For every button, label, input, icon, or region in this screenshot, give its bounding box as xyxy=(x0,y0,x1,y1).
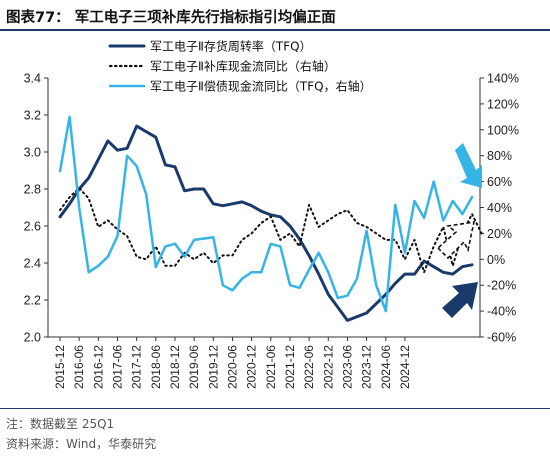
left-tick-label: 2.8 xyxy=(24,183,41,197)
annotation-arrow-navy xyxy=(442,282,478,318)
left-tick-label: 2.0 xyxy=(24,331,41,345)
x-tick-label: 2017-06 xyxy=(110,345,124,389)
right-tick-label: -40% xyxy=(487,305,516,319)
chart-note: 注：数据截至 25Q1 xyxy=(6,417,115,431)
x-tick-label: 2015-12 xyxy=(53,345,67,389)
x-tick-label: 2024-06 xyxy=(379,345,393,389)
bottom-rule xyxy=(0,408,550,409)
x-tick-label: 2020-12 xyxy=(245,345,259,389)
right-tick-label: 80% xyxy=(487,149,512,163)
legend-label-3: 军工电子Ⅱ偿债现金流同比（TFQ，右轴） xyxy=(150,79,372,94)
x-tick-label: 2023-06 xyxy=(340,345,354,389)
chart-source: 资料来源：Wind，华泰研究 xyxy=(6,437,157,451)
right-tick-label: -20% xyxy=(487,279,516,293)
left-tick-label: 2.4 xyxy=(24,257,41,271)
legend-label-2: 军工电子Ⅱ补库现金流同比（右轴） xyxy=(150,59,336,74)
x-tick-label: 2024-12 xyxy=(398,345,412,389)
right-tick-label: 140% xyxy=(487,72,519,86)
chart-axes: 2.0 2.2 2.4 2.6 2.8 3.0 3.2 3.4 -60% -40% -20% 0% 20… xyxy=(24,72,519,390)
chart-legend: 军工电子Ⅱ存货周转率（TFQ） 军工电子Ⅱ补库现金流同比（右轴） 军工电子Ⅱ偿债现金… xyxy=(108,39,372,94)
x-tick-label: 2020-06 xyxy=(225,345,239,389)
left-tick-label: 3.2 xyxy=(24,109,41,123)
series-line-1 xyxy=(58,124,474,322)
right-tick-label: 20% xyxy=(487,227,512,241)
x-tick-label: 2021-06 xyxy=(264,345,278,389)
legend-label-1: 军工电子Ⅱ存货周转率（TFQ） xyxy=(150,39,312,54)
right-tick-label: 120% xyxy=(487,97,519,111)
x-tick-label: 2018-12 xyxy=(168,345,182,389)
title-rule xyxy=(0,29,550,31)
annotation-arrow-lightblue xyxy=(455,143,482,188)
left-tick-label: 2.6 xyxy=(24,220,41,234)
chart: 2.0 2.2 2.4 2.6 2.8 3.0 3.2 3.4 -60% -40% -20% 0% 20… xyxy=(24,39,519,390)
right-tick-label: 40% xyxy=(487,201,512,215)
x-tick-label: 2023-12 xyxy=(360,345,374,389)
x-tick-label: 2016-06 xyxy=(72,345,86,389)
x-tick-label: 2021-12 xyxy=(283,345,297,389)
figure-title: 图表77： 军工电子三项补库先行指标指引均偏正面 xyxy=(6,10,336,26)
right-tick-label: 0% xyxy=(487,253,505,267)
x-tick-label: 2019-12 xyxy=(206,345,220,389)
left-tick-label: 2.2 xyxy=(24,294,41,308)
x-tick-label: 2019-06 xyxy=(187,345,201,389)
x-tick-label: 2022-12 xyxy=(321,345,335,389)
x-tick-label: 2017-12 xyxy=(130,345,144,389)
x-tick-label: 2016-12 xyxy=(91,345,105,389)
right-tick-label: -60% xyxy=(487,331,516,345)
left-tick-label: 3.0 xyxy=(24,146,41,160)
x-tick-label: 2022-06 xyxy=(302,345,316,389)
series-layer xyxy=(58,115,483,322)
right-tick-label: 60% xyxy=(487,175,512,189)
series-line-2 xyxy=(59,187,483,274)
annotation-layer xyxy=(436,143,482,318)
x-tick-label: 2018-06 xyxy=(149,345,163,389)
right-tick-label: 100% xyxy=(487,123,519,137)
annotation-arrow-dashed xyxy=(436,221,476,260)
series-line-3 xyxy=(58,115,474,313)
left-tick-label: 3.4 xyxy=(24,72,41,86)
